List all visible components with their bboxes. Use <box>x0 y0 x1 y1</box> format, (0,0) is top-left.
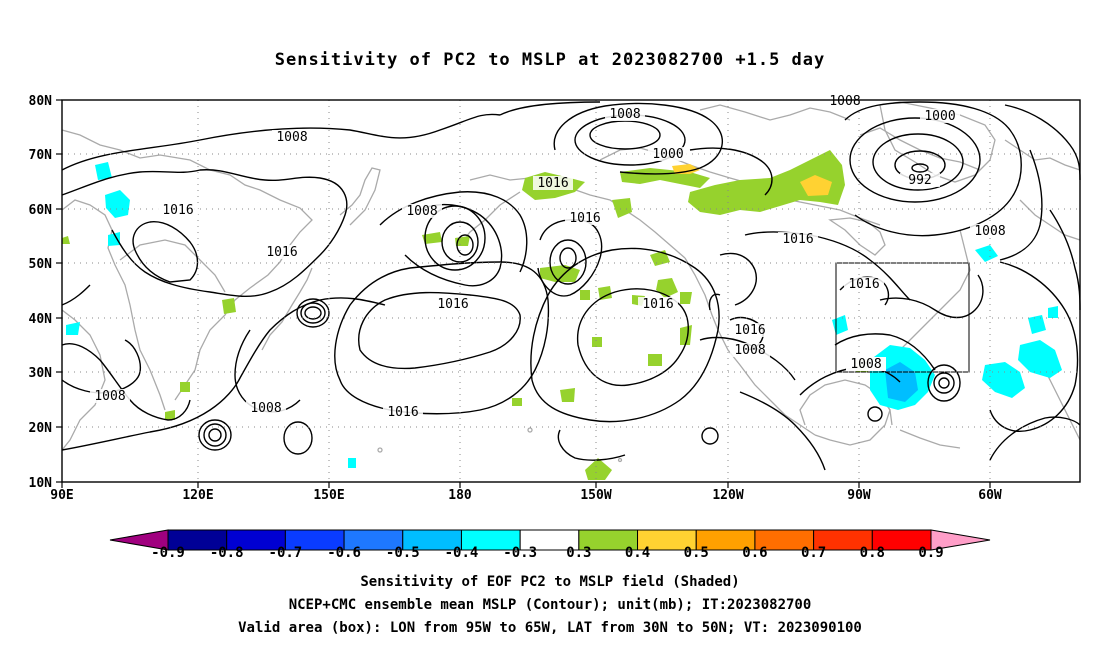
contour-label-bg <box>383 405 423 419</box>
colorbar-label: 0.6 <box>742 545 767 561</box>
contour-label: 1008 <box>734 343 765 358</box>
contour-label: 1016 <box>782 232 813 247</box>
contour-label: 1016 <box>266 245 297 260</box>
contour-label-bg <box>730 343 770 357</box>
map-frame <box>61 99 1081 483</box>
contour-label-bg <box>533 176 573 190</box>
colorbar-labels: -0.9 -0.8 -0.7 -0.6 -0.5 -0.4 -0.3 0.3 0.4 0.5 0.6… <box>151 545 944 561</box>
lon-label-150w: 150W <box>580 488 611 503</box>
contour-label-bg <box>846 357 886 371</box>
contour-label: 1016 <box>162 203 193 218</box>
contour-label: 1008 <box>250 401 281 416</box>
contour-label-bg <box>825 94 865 108</box>
contour-label: 1008 <box>829 94 860 109</box>
contour-label: 1016 <box>537 176 568 191</box>
lon-label-150e: 150E <box>313 488 344 503</box>
axis-ticks <box>56 99 991 488</box>
colorbar-label: 0.8 <box>860 545 885 561</box>
colorbar-label: 0.7 <box>801 545 826 561</box>
colorbar-label: -0.8 <box>210 545 244 561</box>
contour-label-bg <box>844 277 884 291</box>
lon-label-60w: 60W <box>978 488 1002 503</box>
lat-label-20n: 20N <box>29 421 53 436</box>
contour-label-bg <box>565 211 605 225</box>
colorbar-label: -0.4 <box>445 545 479 561</box>
lat-label-50n: 50N <box>29 257 53 272</box>
contour-label-bg <box>262 245 302 259</box>
contour-labels: 1008 1016 1016 1008 1016 1016 1008 1000 1016 1016… <box>90 94 1010 420</box>
lat-label-10n: 10N <box>29 476 53 491</box>
contour-label: 1016 <box>848 277 879 292</box>
contour-label: 992 <box>908 173 931 188</box>
contour-label: 1016 <box>642 297 673 312</box>
contour-label-bg <box>402 204 442 218</box>
contour-label: 1008 <box>609 107 640 122</box>
contour-label-bg <box>90 389 130 403</box>
contour-label: 1000 <box>652 147 683 162</box>
contour-label: 1008 <box>406 204 437 219</box>
colorbar-label: 0.3 <box>566 545 591 561</box>
caption-line-3: Valid area (box): LON from 95W to 65W, L… <box>238 620 862 636</box>
contour-label: 1008 <box>94 389 125 404</box>
colorbar <box>109 529 991 551</box>
lat-label-80n: 80N <box>29 94 53 109</box>
contour-label: 1008 <box>974 224 1005 239</box>
colorbar-label: -0.5 <box>386 545 420 561</box>
contour-label: 1008 <box>276 130 307 145</box>
gridlines <box>62 100 1080 482</box>
colorbar-label: -0.3 <box>503 545 537 561</box>
mslp-contours <box>61 101 1081 471</box>
contour-label-bg <box>648 147 688 161</box>
caption-line-1: Sensitivity of EOF PC2 to MSLP field (Sh… <box>360 574 740 590</box>
contour-label-bg <box>433 297 473 311</box>
lon-label-120e: 120E <box>182 488 213 503</box>
colorbar-label: -0.6 <box>327 545 361 561</box>
contour-label: 1016 <box>569 211 600 226</box>
contour-label-bg <box>638 297 678 311</box>
lat-label-60n: 60N <box>29 203 53 218</box>
lon-label-180: 180 <box>448 488 472 503</box>
contour-label: 1016 <box>387 405 418 420</box>
contour-label-bg <box>970 224 1010 238</box>
colorbar-label: -0.9 <box>151 545 185 561</box>
lon-label-90w: 90W <box>847 488 871 503</box>
colorbar-label: -0.7 <box>269 545 303 561</box>
lon-label-90e: 90E <box>50 488 73 503</box>
colorbar-label: 0.5 <box>684 545 709 561</box>
contour-label-bg <box>920 109 960 123</box>
colorbar-max-triangle <box>930 529 991 551</box>
contour-label-bg <box>158 203 198 217</box>
lat-label-40n: 40N <box>29 312 53 327</box>
contour-label-bg <box>246 401 286 415</box>
contour-label-bg <box>900 173 940 187</box>
contour-label-bg <box>272 130 312 144</box>
contour-label: 1016 <box>437 297 468 312</box>
contour-label: 1016 <box>734 323 765 338</box>
contour-label-bg <box>730 323 770 337</box>
contour-label: 1000 <box>924 109 955 124</box>
colorbar-label: 0.4 <box>625 545 650 561</box>
chart-title: Sensitivity of PC2 to MSLP at 2023082700… <box>274 50 826 70</box>
lat-label-70n: 70N <box>29 148 53 163</box>
caption-line-2: NCEP+CMC ensemble mean MSLP (Contour); u… <box>288 597 812 613</box>
lat-label-30n: 30N <box>29 366 53 381</box>
contour-label: 1008 <box>850 357 881 372</box>
contour-label-bg <box>605 107 645 121</box>
colorbar-label: 0.9 <box>918 545 943 561</box>
contour-label-bg <box>778 232 818 246</box>
lon-label-120w: 120W <box>712 488 743 503</box>
